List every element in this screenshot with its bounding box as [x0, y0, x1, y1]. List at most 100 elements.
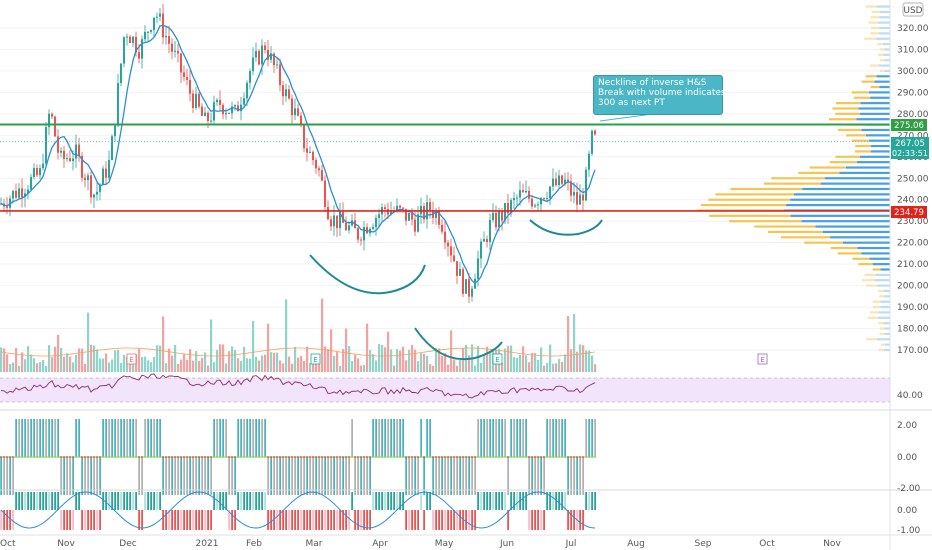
signal-dot — [459, 456, 461, 458]
signal-dot — [348, 456, 350, 458]
oscillator-bar — [411, 510, 413, 530]
earnings-marker-3[interactable]: E — [492, 353, 503, 365]
volume-profile-bar — [820, 182, 890, 185]
oscillator-bar — [189, 510, 191, 530]
volume-bar — [522, 346, 525, 372]
signal-dot — [84, 456, 86, 458]
candle-body — [120, 63, 122, 84]
volume-profile-bar — [865, 75, 877, 78]
price-tick-label: 270.00 — [897, 131, 929, 141]
candle-body — [585, 169, 587, 201]
oscillator-bar — [234, 510, 236, 530]
histogram-bar — [30, 419, 32, 457]
signal-dot — [81, 456, 83, 458]
histogram-bar — [105, 419, 107, 457]
rsi-axis-label: 40.00 — [897, 391, 923, 401]
volume-bar — [456, 365, 459, 372]
oscillator-bar — [492, 492, 494, 510]
signal-dot — [138, 456, 140, 458]
oscillator-tick-label: 0.00 — [897, 506, 917, 516]
earnings-marker-2[interactable]: E — [310, 353, 321, 365]
histogram-bar — [333, 457, 335, 495]
signal-dot — [3, 456, 5, 458]
histogram-bar — [393, 419, 395, 457]
oscillator-bar — [333, 510, 335, 530]
histogram-bar — [48, 419, 50, 457]
histogram-bar — [399, 419, 401, 457]
earnings-marker-1[interactable]: E — [126, 353, 137, 365]
earnings-marker-text: E — [129, 356, 133, 364]
volume-bar — [357, 358, 360, 372]
signal-dot — [576, 456, 578, 458]
volume-bar — [363, 364, 366, 372]
volume-bar — [528, 362, 531, 372]
volume-bar — [51, 357, 54, 372]
oscillator-bar — [153, 492, 155, 510]
time-axis[interactable]: Oct Nov Dec 2021 Feb Mar Apr May Jun Jul Aug Sep Oct… — [0, 539, 841, 549]
candle-body — [351, 220, 353, 226]
oscillator-bar — [120, 492, 122, 510]
volume-profile-bar — [768, 230, 823, 234]
signal-dot — [300, 456, 302, 458]
oscillator-bar — [54, 492, 56, 510]
histogram-bar — [591, 419, 593, 457]
signal-dot — [150, 456, 152, 458]
histogram-bar — [99, 457, 101, 495]
histogram-bar — [435, 457, 437, 495]
oscillator-bar — [429, 492, 431, 510]
signal-dot — [90, 456, 92, 458]
volume-bar — [375, 360, 378, 372]
histogram-bar — [297, 457, 299, 495]
oscillator-bar — [132, 492, 134, 510]
volume-bar — [33, 358, 36, 372]
price-tick-label: 300.00 — [897, 67, 929, 77]
time-tick-label: Sep — [695, 539, 712, 549]
signal-dot — [48, 456, 50, 458]
histogram-bar — [135, 419, 137, 457]
signal-dot — [450, 456, 452, 458]
signal-dot — [231, 456, 233, 458]
histogram-bar — [261, 419, 263, 457]
candle-body — [477, 258, 479, 279]
volume-profile-bar — [884, 69, 890, 73]
support-price-label: 234.79 — [894, 208, 924, 218]
histogram-bar — [291, 457, 293, 495]
signal-dot — [555, 456, 557, 458]
signal-dot — [207, 456, 209, 458]
volume-profile-bar — [869, 257, 890, 260]
volume-profile-bar — [879, 10, 890, 13]
volume-bar — [75, 354, 78, 372]
candle-body — [570, 181, 572, 196]
candle-body — [312, 151, 314, 161]
earnings-marker-upcoming[interactable]: E — [757, 353, 768, 365]
oscillator-bar — [324, 510, 326, 530]
annotation-callout[interactable]: Neckline of inverse H&S Break with volum… — [593, 75, 726, 115]
signal-dot — [216, 456, 218, 458]
signal-dot — [471, 456, 473, 458]
earnings-marker-text: E — [760, 356, 764, 364]
histogram-bar — [519, 419, 521, 457]
signal-dot — [6, 456, 8, 458]
signal-dot — [342, 456, 344, 458]
oscillator-bar — [99, 510, 101, 530]
candle-body — [24, 193, 26, 198]
currency-badge[interactable] — [902, 2, 924, 17]
oscillator-bar — [147, 492, 149, 510]
volume-profile-bar — [872, 263, 890, 266]
oscillator-bar — [276, 510, 278, 530]
volume-bar — [279, 360, 282, 372]
histogram-bar — [153, 419, 155, 457]
candle-body — [222, 104, 224, 115]
signal-dot — [57, 456, 59, 458]
signal-dot — [501, 456, 503, 458]
oscillator-bar — [369, 510, 371, 530]
histogram-bar — [210, 457, 212, 495]
oscillator-bar — [27, 492, 29, 510]
candle-body — [18, 188, 20, 198]
signal-dot — [336, 456, 338, 458]
candle-body — [525, 190, 527, 193]
volume-bar — [216, 350, 219, 372]
volume-bar — [81, 348, 84, 372]
histogram-axis: 2.00 0.00 -2.00 — [897, 421, 921, 494]
